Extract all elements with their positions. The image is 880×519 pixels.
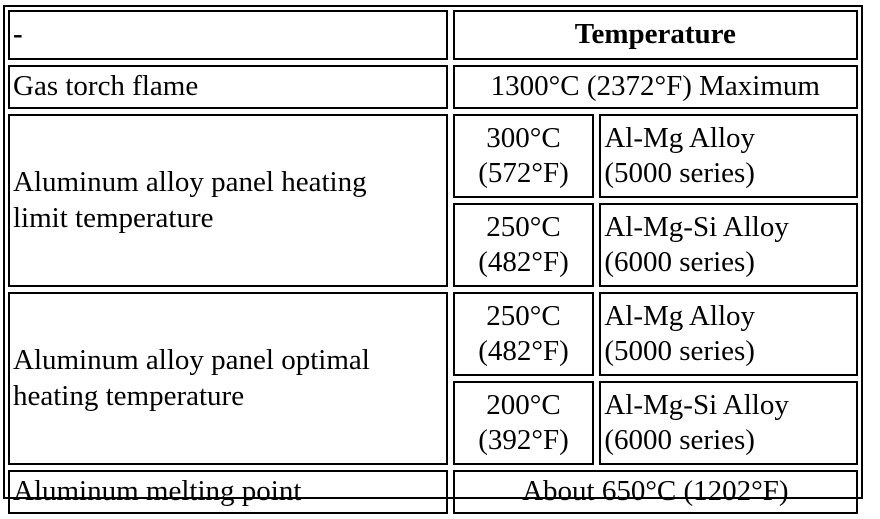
gas-torch-label: Gas torch flame: [8, 65, 448, 109]
table-row-optimal-heating-2: 200°C (392°F) Al-Mg-Si Alloy (6000 serie…: [8, 381, 858, 465]
optimal-heating-alloy-1: Al-Mg Alloy (5000 series): [599, 292, 858, 376]
heating-limit-label-line2: limit temperature: [13, 201, 214, 234]
fahrenheit-value: (392°F): [478, 424, 569, 456]
temperature-table: - Temperature Gas torch flame 1300°C (23…: [3, 5, 863, 519]
optimal-heating-temp-2: 200°C (392°F): [452, 381, 595, 465]
gas-torch-value: 1300°C (2372°F) Maximum: [452, 65, 858, 109]
melting-point-label: Aluminum melting point: [8, 470, 448, 514]
melting-point-value: About 650°C (1202°F): [452, 470, 858, 514]
celsius-value: 250°C: [486, 210, 561, 243]
table-row-gas-torch: Gas torch flame 1300°C (2372°F) Maximum: [8, 65, 858, 109]
heating-limit-temp-1: 300°C (572°F): [452, 114, 595, 198]
celsius-value: 300°C: [486, 121, 561, 154]
header-corner-cell: -: [8, 10, 448, 60]
optimal-heating-temp-1: 250°C (482°F): [452, 292, 595, 376]
table-row-heating-limit-1: Aluminum alloy panel heating limit tempe…: [8, 114, 858, 287]
optimal-heating-label: Aluminum alloy panel optimal heating tem…: [8, 292, 448, 465]
alloy-series: (6000 series): [604, 246, 755, 278]
table-row-heating-limit-2: 250°C (482°F) Al-Mg-Si Alloy (6000 serie…: [8, 203, 858, 287]
alloy-series: (6000 series): [604, 424, 755, 456]
alloy-name: Al-Mg-Si Alloy: [604, 210, 789, 243]
alloy-series: (5000 series): [604, 335, 755, 367]
optimal-heating-label-line1: Aluminum alloy panel optimal: [13, 344, 370, 377]
fahrenheit-value: (482°F): [478, 246, 569, 278]
fahrenheit-value: (572°F): [478, 157, 569, 189]
celsius-value: 250°C: [486, 299, 561, 332]
header-temperature-cell: Temperature: [452, 10, 858, 60]
heating-limit-label: Aluminum alloy panel heating limit tempe…: [8, 114, 448, 287]
heating-limit-alloy-2: Al-Mg-Si Alloy (6000 series): [599, 203, 858, 287]
celsius-value: 200°C: [486, 388, 561, 421]
fahrenheit-value: (482°F): [478, 335, 569, 367]
optimal-heating-label-line2: heating temperature: [13, 379, 245, 412]
heating-limit-alloy-1: Al-Mg Alloy (5000 series): [599, 114, 858, 198]
alloy-series: (5000 series): [604, 157, 755, 189]
alloy-name: Al-Mg Alloy: [604, 121, 756, 154]
heating-limit-label-line1: Aluminum alloy panel heating: [13, 166, 367, 199]
table-row-header: - Temperature: [8, 10, 858, 60]
alloy-name: Al-Mg-Si Alloy: [604, 388, 789, 421]
optimal-heating-alloy-2: Al-Mg-Si Alloy (6000 series): [599, 381, 858, 465]
table-row-optimal-heating-1: Aluminum alloy panel optimal heating tem…: [8, 292, 858, 465]
alloy-name: Al-Mg Alloy: [604, 299, 756, 332]
table-row-melting-point: Aluminum melting point About 650°C (1202…: [8, 470, 858, 514]
heating-limit-temp-2: 250°C (482°F): [452, 203, 595, 287]
temperature-table-frame: - Temperature Gas torch flame 1300°C (23…: [3, 5, 863, 514]
